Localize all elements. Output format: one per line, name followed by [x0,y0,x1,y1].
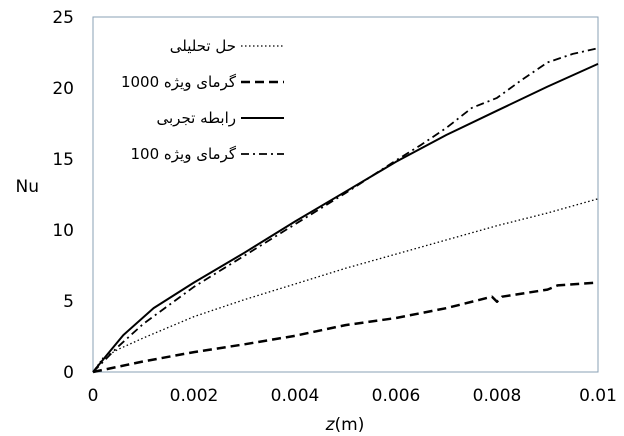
x-tick-label: 0.008 [473,386,522,406]
x-tick-label: 0.004 [271,386,320,406]
legend-label: رابطه تجربی [156,109,236,127]
legend: حل تحلیلی گرمای ویژه 1000 رابطه تجربی گرمای… [121,37,284,163]
series-layer [92,47,599,374]
axis-layer: 0 0.002 0.004 0.006 0.008 0.01 0 5 10 15 20 25 [52,8,617,406]
series-line-3 [92,62,599,373]
x-axis-label-unit: (m) [335,415,365,435]
y-tick-label: 5 [63,292,74,312]
series-line-2 [92,281,599,374]
y-tick-label: 10 [52,221,74,241]
x-axis-label: z(m) [325,415,365,435]
series-line-1 [92,198,599,373]
legend-label: حل تحلیلی [170,37,236,55]
plot-area-frame [92,16,599,373]
x-tick-label: 0 [88,386,99,406]
y-axis-label: Nu [16,177,40,197]
x-tick-label: 0.01 [579,386,617,406]
x-tick-label: 0.002 [170,386,219,406]
series-line-4 [92,47,599,373]
x-tick-label: 0.006 [372,386,421,406]
legend-label: گرمای ویژه 1000 [121,73,237,91]
y-tick-label: 25 [52,8,74,28]
y-tick-label: 0 [63,363,74,383]
y-tick-label: 20 [52,79,74,99]
legend-label: گرمای ویژه 100 [131,145,237,163]
y-tick-label: 15 [52,150,74,170]
x-axis-label-variable: z [325,415,336,435]
